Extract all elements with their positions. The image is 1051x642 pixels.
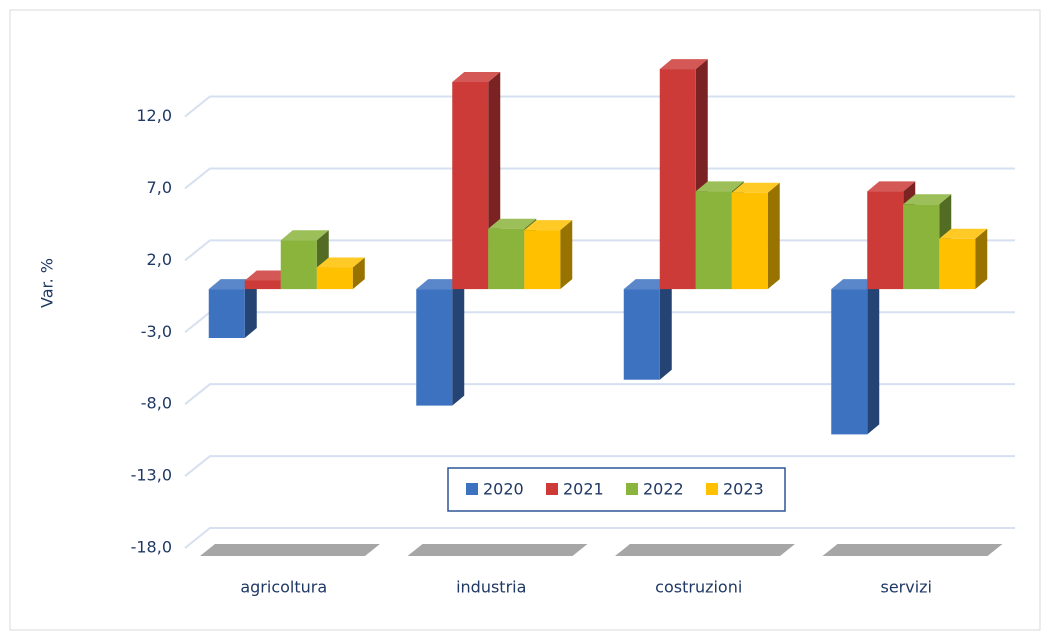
- bar-top: [452, 72, 501, 83]
- bar-top: [939, 228, 988, 239]
- legend-label: 2023: [723, 480, 764, 499]
- bar: [244, 280, 281, 290]
- y-tick-label: -13,0: [131, 466, 172, 485]
- bar: [831, 289, 868, 435]
- bar: [867, 191, 904, 290]
- y-axis-title: Var. %: [38, 258, 57, 308]
- bar-top: [695, 181, 744, 192]
- bar-side: [452, 279, 465, 406]
- bar: [623, 289, 660, 380]
- bar-side: [244, 279, 257, 339]
- legend-swatch: [706, 483, 718, 495]
- y-tick-label: -3,0: [141, 322, 172, 341]
- grid-line: [184, 95, 1015, 118]
- legend-swatch: [546, 483, 558, 495]
- legend-label: 2020: [483, 480, 524, 499]
- bar-top: [659, 59, 708, 70]
- legend-label: 2021: [563, 480, 604, 499]
- grid-line: [184, 383, 1015, 405]
- bar-side: [867, 279, 880, 435]
- grid-line: [184, 527, 1015, 549]
- bar: [316, 267, 353, 290]
- bar: [280, 240, 317, 290]
- bar-side: [767, 182, 780, 290]
- x-tick-label: costruzioni: [655, 578, 742, 597]
- grid-line: [184, 167, 1015, 190]
- bar: [659, 69, 696, 290]
- bar-top: [488, 218, 537, 229]
- x-tick-label: industria: [456, 578, 526, 597]
- y-tick-label: 7,0: [147, 178, 172, 197]
- bar-side: [975, 228, 988, 290]
- floor-shadow: [200, 544, 380, 556]
- bar: [731, 192, 768, 290]
- bar: [939, 238, 976, 290]
- x-tick-label: agricoltura: [240, 578, 327, 597]
- floor-shadow: [407, 544, 588, 556]
- legend-label: 2022: [643, 480, 684, 499]
- bar-top: [280, 230, 329, 241]
- x-tick-label: servizi: [880, 578, 932, 597]
- bar-side: [659, 279, 672, 380]
- bar: [695, 191, 732, 290]
- grid-line: [184, 455, 1015, 477]
- bar-side: [560, 220, 573, 290]
- legend-swatch: [626, 483, 638, 495]
- y-tick-label: 2,0: [147, 250, 172, 269]
- y-tick-label: 12,0: [136, 106, 172, 125]
- bar: [524, 230, 561, 290]
- bar-top: [731, 182, 780, 193]
- bar: [208, 289, 245, 339]
- bar-top: [867, 181, 916, 192]
- bar: [416, 289, 453, 406]
- bar: [488, 228, 525, 290]
- bar-top: [316, 257, 365, 268]
- bar-top: [524, 220, 573, 231]
- floor-shadow: [615, 544, 795, 556]
- bar-top: [903, 194, 952, 205]
- bar: [452, 82, 489, 290]
- y-tick-label: -8,0: [141, 394, 172, 413]
- legend-swatch: [466, 483, 478, 495]
- y-tick-label: -18,0: [131, 538, 172, 557]
- legend-box: [447, 467, 786, 512]
- bar: [903, 204, 940, 290]
- floor-shadow: [822, 544, 1003, 556]
- bar-side: [352, 257, 365, 290]
